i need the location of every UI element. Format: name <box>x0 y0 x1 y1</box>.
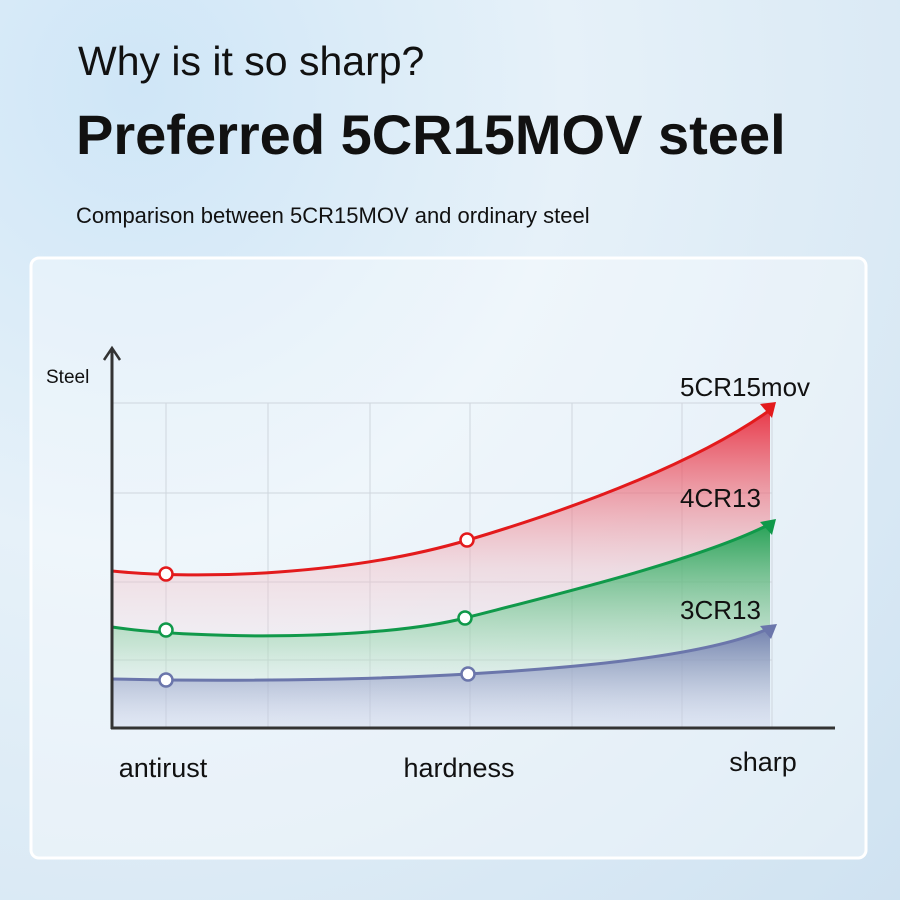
question: Why is it so sharp? <box>78 38 424 84</box>
markers <box>158 532 476 688</box>
category-label: antirust <box>119 753 208 783</box>
subtitle: Comparison between 5CR15MOV and ordinary… <box>76 203 590 228</box>
curve-label: 3CR13 <box>680 595 761 625</box>
category-label: sharp <box>729 747 797 777</box>
area-3cr13 <box>112 628 770 728</box>
title: Preferred 5CR15MOV steel <box>76 103 786 166</box>
category-label: hardness <box>403 753 514 783</box>
axes <box>102 345 835 730</box>
axis-label: Steel <box>46 367 89 388</box>
curve-label: 4CR13 <box>680 483 761 513</box>
curve-label: 5CR15mov <box>680 372 810 402</box>
arrowheads <box>760 402 777 639</box>
